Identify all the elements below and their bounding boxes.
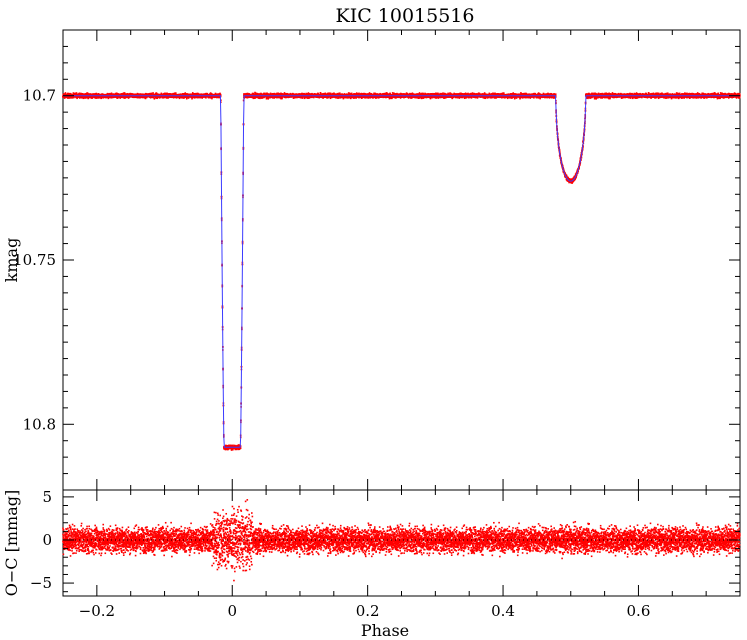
observation-point	[152, 92, 154, 94]
observation-points	[62, 92, 740, 451]
chart-title: KIC 10015516	[336, 5, 475, 27]
observation-point	[65, 92, 67, 94]
observation-point	[281, 98, 283, 100]
observation-point	[175, 92, 177, 94]
light-curve-frame	[63, 30, 740, 490]
